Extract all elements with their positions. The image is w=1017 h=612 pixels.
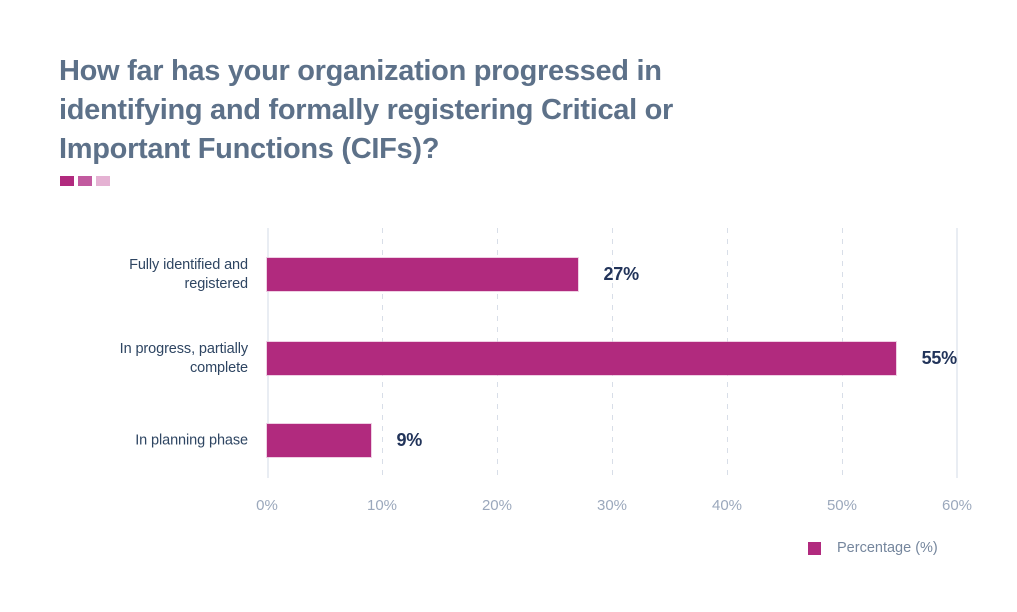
gridline-60pct: [956, 228, 958, 478]
bar-planning-phase: [267, 424, 371, 457]
accent-square-medium: [78, 176, 92, 186]
legend: Percentage (%): [808, 540, 938, 556]
value-label: 27%: [603, 264, 640, 284]
legend-label: Percentage (%): [837, 540, 938, 556]
x-tick-label: 0%: [256, 497, 278, 514]
x-tick-label: 40%: [711, 497, 743, 514]
accent-square-dark: [60, 176, 74, 186]
x-tick-label: 60%: [941, 497, 973, 514]
bar-row: In progress, partially complete 55%: [120, 341, 958, 376]
bar-in-progress: [267, 342, 896, 375]
accent-square-light: [96, 176, 110, 186]
category-label: In progress, partially complete: [119, 340, 248, 376]
x-tick-label: 30%: [596, 497, 628, 514]
value-label: 55%: [921, 348, 958, 368]
value-label: 9%: [396, 430, 423, 450]
category-label: Fully identified and registered: [129, 256, 248, 292]
title-accent-squares: [60, 176, 110, 186]
bar-row: In planning phase 9%: [135, 424, 957, 457]
bar-row: Fully identified and registered 27%: [129, 257, 957, 292]
category-label: In planning phase: [135, 432, 248, 448]
x-tick-label: 10%: [366, 497, 398, 514]
x-tick-label: 20%: [481, 497, 512, 514]
plot-area: Fully identified and registered 27% In p…: [120, 228, 958, 478]
chart-title: How far has your organization progressed…: [59, 55, 674, 165]
x-tick-label: 50%: [826, 497, 857, 514]
x-axis: 0% 10% 20% 30% 40% 50% 60%: [256, 497, 972, 517]
legend-swatch-icon: [808, 541, 821, 555]
bar-fully-identified: [267, 258, 578, 291]
